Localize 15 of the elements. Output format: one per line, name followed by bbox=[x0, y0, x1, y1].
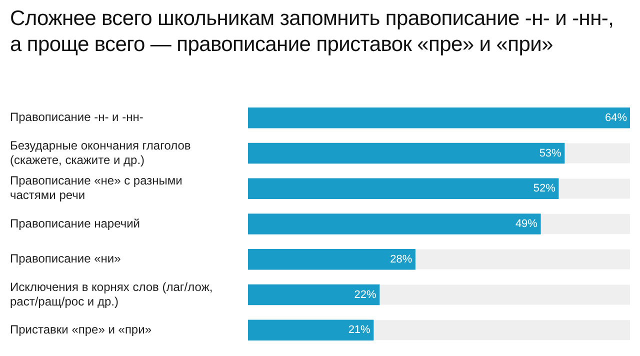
data-label: 53% bbox=[539, 147, 562, 160]
y-tick-label: Правописание «ни» bbox=[10, 252, 122, 266]
data-label: 28% bbox=[390, 253, 412, 266]
y-tick-label: Безударные окончания глаголов (скажете, скажите и др.) bbox=[10, 138, 191, 167]
y-tick-label: Правописание -н- и -нн- bbox=[10, 110, 144, 124]
data-label: 21% bbox=[348, 324, 371, 336]
chart-title: Сложнее всего школьникам запомнить правописание -н- и -нн-, а проще всего — правописание приставок «пре» и «при» bbox=[9, 6, 615, 58]
y-tick-label: Правописание наречий bbox=[10, 216, 140, 230]
y-tick-label: Правописание «не» с разными частями речи bbox=[10, 174, 182, 202]
y-tick-label: Исключения в корнях слов (лаг/лож, раст/ращ/рос и др.) bbox=[10, 280, 213, 308]
data-label: 22% bbox=[354, 288, 377, 301]
data-label: 64% bbox=[604, 112, 628, 124]
y-tick-label: Приставки «пре» и «при» bbox=[10, 322, 152, 336]
data-label: 52% bbox=[533, 182, 556, 195]
data-label: 49% bbox=[515, 218, 538, 230]
